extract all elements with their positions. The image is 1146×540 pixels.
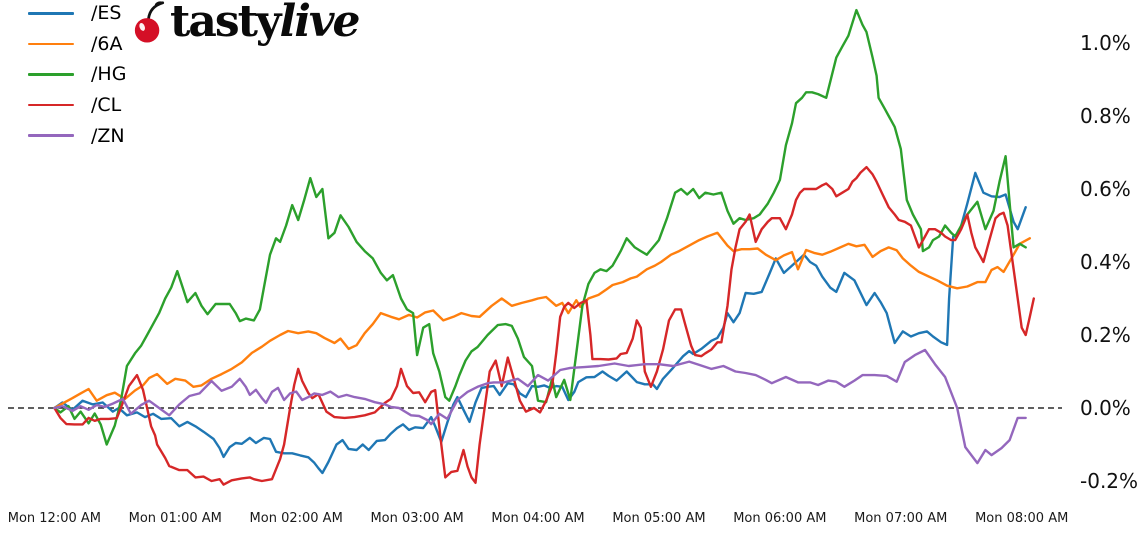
x-tick-label: Mon 06:00 AM (733, 511, 827, 526)
legend-swatch-icon (28, 42, 74, 46)
chart-legend: /ES/6A/HG/CL/ZN (28, 0, 126, 151)
x-tick-label: Mon 08:00 AM (975, 511, 1069, 526)
brand-name-italic: live (279, 0, 361, 47)
legend-label: /ZN (91, 124, 125, 147)
legend-label: /CL (91, 94, 122, 117)
x-tick-label: Mon 05:00 AM (612, 511, 706, 526)
y-tick-label: 0.2% (1080, 323, 1131, 347)
x-tick-label: Mon 04:00 AM (491, 511, 585, 526)
series-line-hg (53, 8, 1027, 446)
cherry-highlight (139, 22, 145, 31)
legend-swatch-icon (28, 103, 74, 107)
x-tick-label: Mon 02:00 AM (249, 511, 343, 526)
legend-swatch-icon (28, 11, 74, 15)
series-line-6a (53, 231, 1032, 410)
brand-name-regular: tasty (170, 0, 281, 47)
cherry-stem (147, 1, 165, 20)
series-line-zn (53, 348, 1027, 465)
legend-item-zn: /ZN (28, 120, 126, 151)
legend-item-es: /ES (28, 0, 126, 29)
tastylive-logo: tastylive (133, 0, 361, 44)
y-tick-label: 0.4% (1080, 250, 1131, 274)
legend-item-cl: /CL (28, 90, 126, 121)
x-axis: Mon 12:00 AM Mon 01:00 AM Mon 02:00 AM Mon … (0, 511, 1146, 533)
y-axis: 1.0% 0.8% 0.6% 0.4% 0.2% 0.0% -0.2% (1080, 0, 1146, 540)
legend-label: /ES (91, 2, 122, 25)
legend-label: /6A (91, 32, 123, 55)
legend-swatch-icon (28, 73, 74, 76)
y-tick-label: 0.0% (1080, 396, 1131, 420)
cherry-icon (134, 1, 165, 43)
x-tick-label: Mon 12:00 AM (7, 511, 101, 526)
legend-item-6a: /6A (28, 29, 126, 60)
x-tick-label: Mon 01:00 AM (128, 511, 222, 526)
legend-label: /HG (91, 63, 127, 86)
series-line-cl (53, 165, 1036, 486)
x-tick-label: Mon 03:00 AM (370, 511, 464, 526)
legend-item-hg: /HG (28, 59, 126, 90)
y-tick-label: 0.6% (1080, 177, 1131, 201)
series-line-es (53, 171, 1027, 475)
y-tick-label: 0.8% (1080, 104, 1131, 128)
cherry-body (134, 18, 160, 43)
brand-name: tastylive (170, 0, 361, 44)
cherry-stem-tip (154, 1, 164, 6)
y-tick-label: -0.2% (1080, 469, 1139, 493)
x-tick-label: Mon 07:00 AM (854, 511, 948, 526)
y-tick-label: 1.0% (1080, 31, 1131, 55)
legend-swatch-icon (28, 134, 74, 138)
